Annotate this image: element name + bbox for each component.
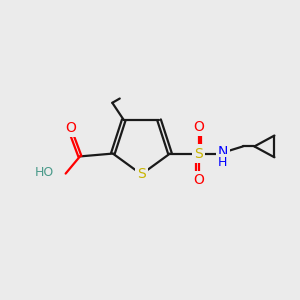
Text: N: N (218, 146, 228, 159)
Text: O: O (193, 173, 204, 187)
Text: H: H (218, 156, 228, 169)
Text: S: S (137, 167, 146, 181)
Text: O: O (193, 120, 204, 134)
Text: S: S (194, 147, 203, 160)
Text: O: O (65, 121, 76, 135)
Text: HO: HO (34, 166, 54, 179)
